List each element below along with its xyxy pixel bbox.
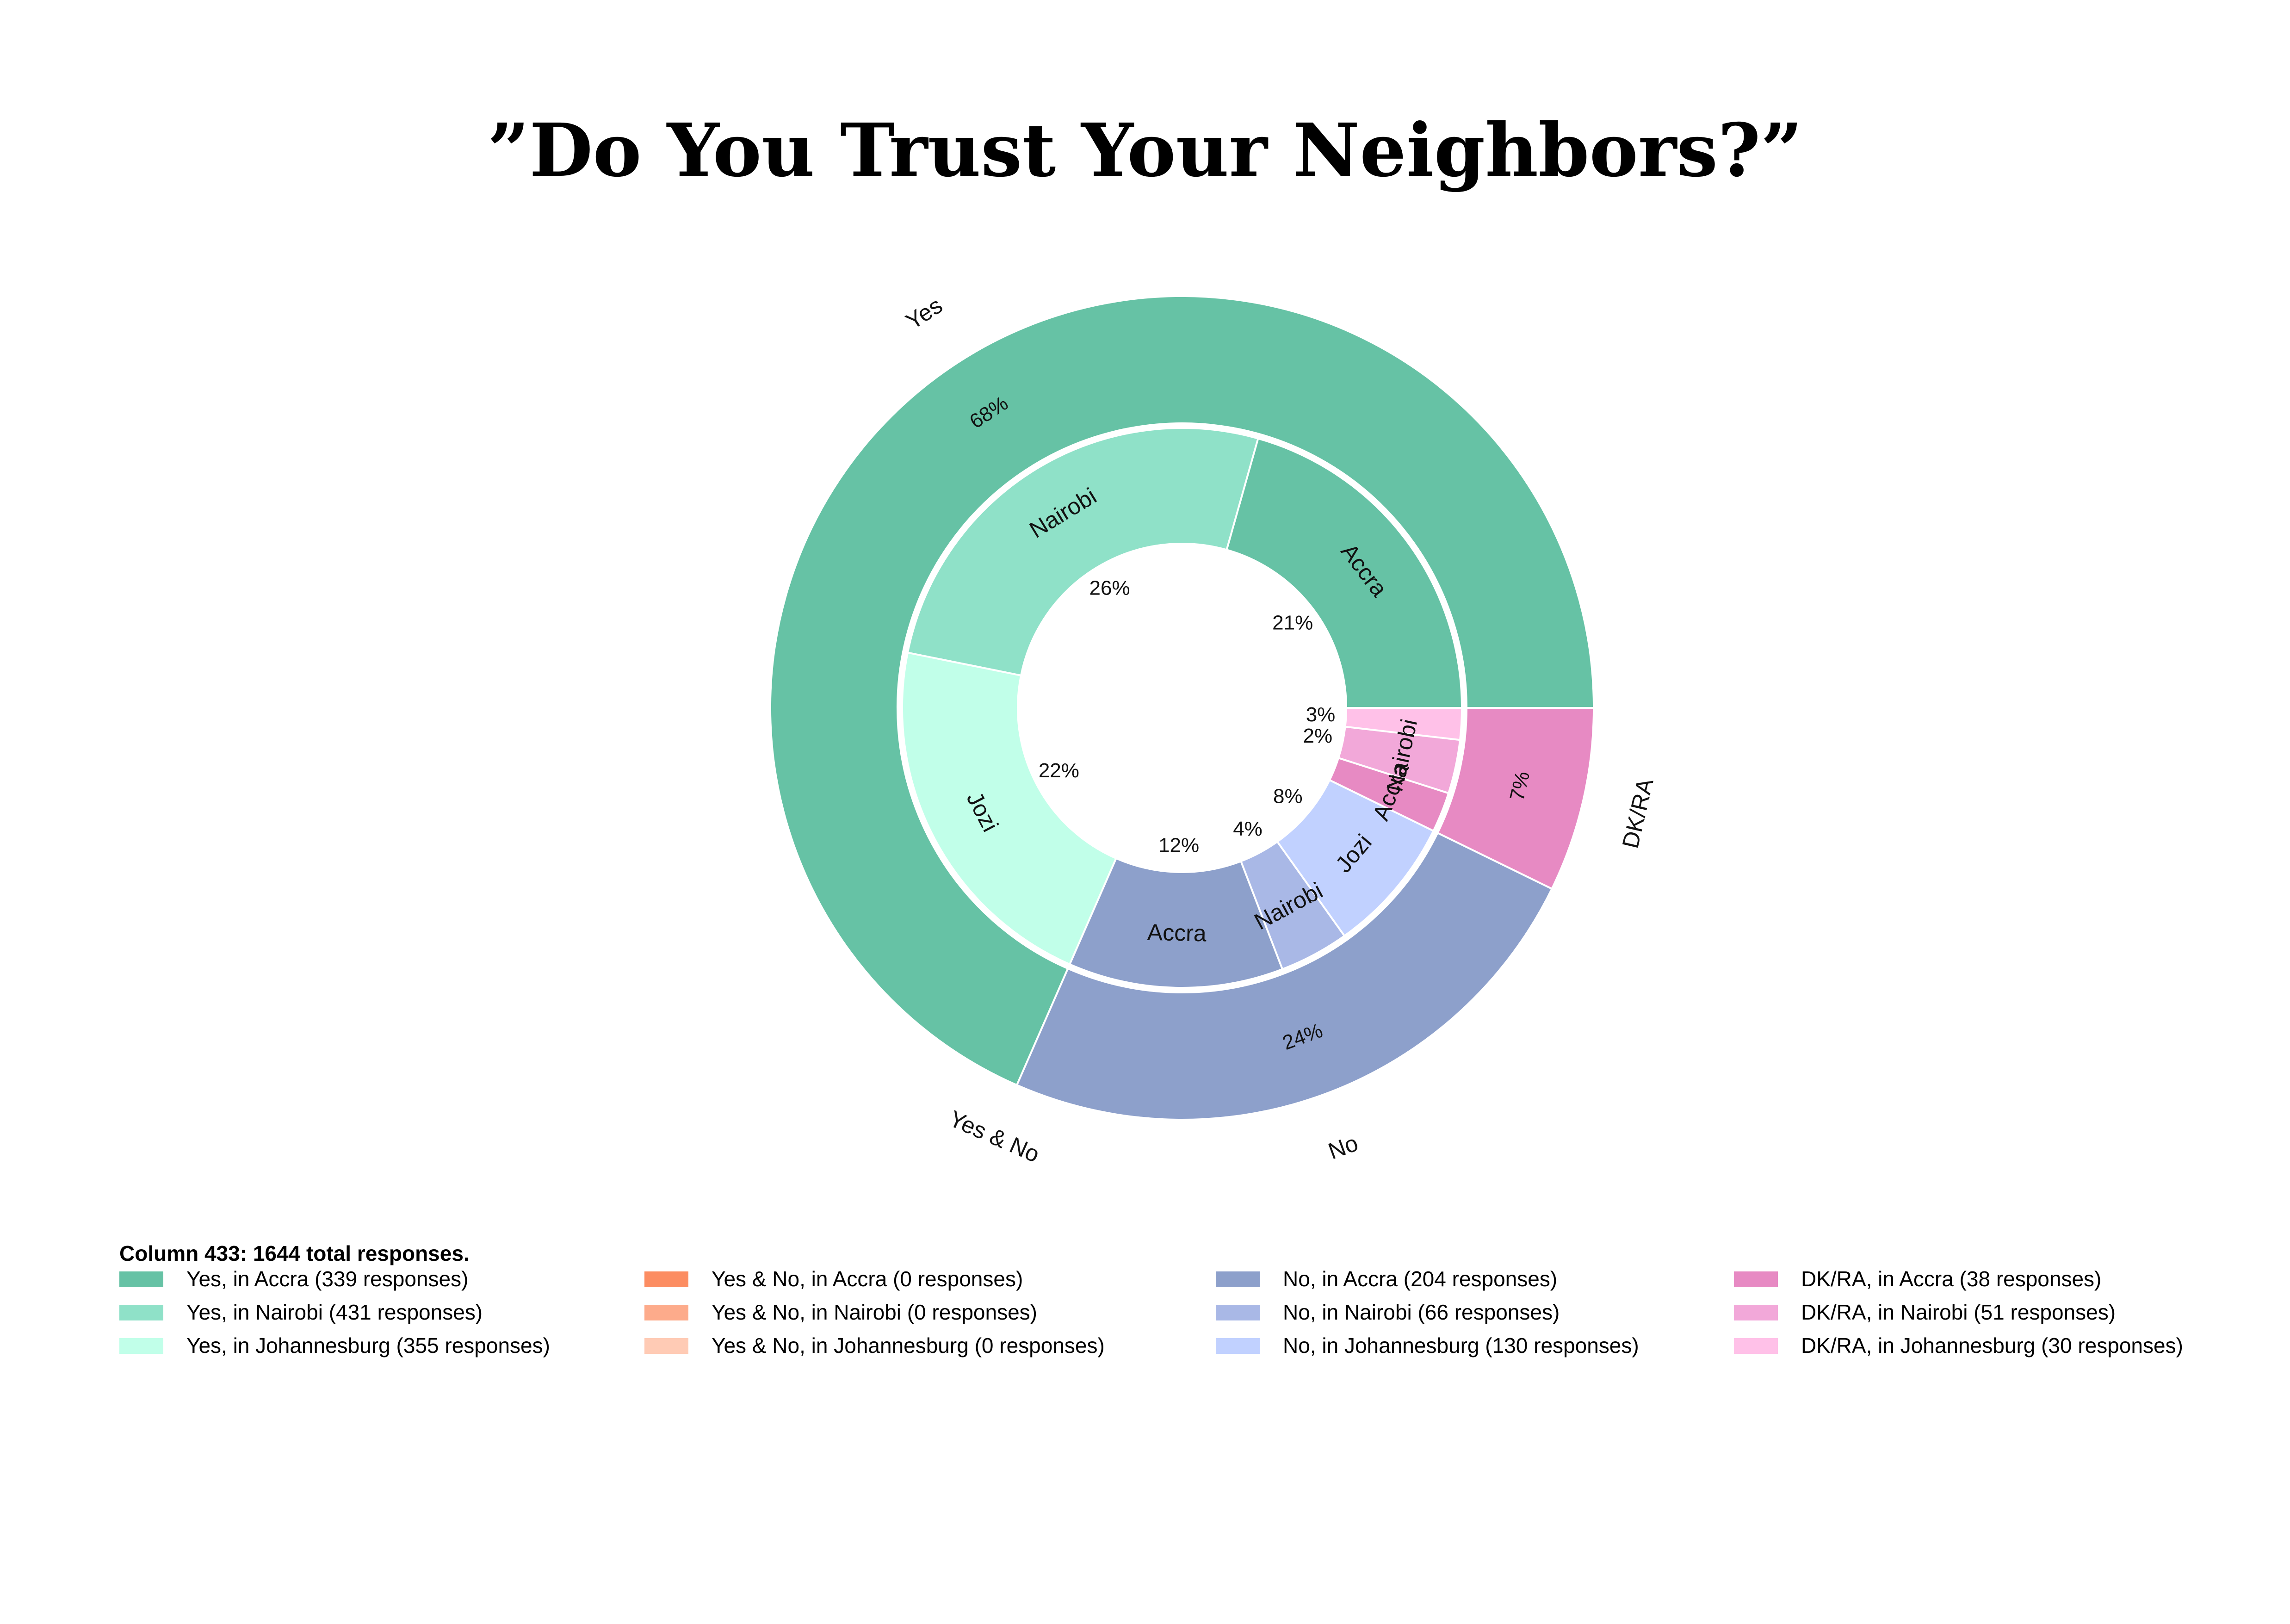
legend-item-2-2: No, in Johannesburg (130 responses): [1283, 1333, 1639, 1357]
legend-swatch-2-2: [1216, 1338, 1260, 1354]
legend-header: Column 433: 1644 total responses.: [119, 1241, 470, 1265]
legend-item-1-0: Yes & No, in Accra (0 responses): [712, 1267, 1023, 1291]
legend-swatch-1-2: [644, 1338, 688, 1354]
legend-swatch-2-1: [1216, 1305, 1260, 1320]
legend-item-3-1: DK/RA, in Nairobi (51 responses): [1801, 1300, 2116, 1324]
inner-wedge-1: [906, 427, 1259, 677]
inner-percent-label-7: 2%: [1303, 725, 1332, 747]
inner-percent-label-2: 22%: [1039, 759, 1079, 782]
inner-percent-label-8: 3%: [1306, 703, 1336, 726]
inner-percent-label-5: 8%: [1273, 785, 1303, 808]
outer-wedge-0: [769, 295, 1595, 1086]
outer-category-label-0: Yes: [901, 292, 947, 335]
legend-item-1-1: Yes & No, in Nairobi (0 responses): [712, 1300, 1037, 1324]
legend-item-2-1: No, in Nairobi (66 responses): [1283, 1300, 1560, 1324]
donut-rings: [769, 295, 1595, 1121]
legend-item-0-2: Yes, in Johannesburg (355 responses): [186, 1333, 550, 1357]
legend-swatch-3-0: [1734, 1271, 1778, 1287]
legend-item-1-2: Yes & No, in Johannesburg (0 responses): [712, 1333, 1105, 1357]
chart-title: ”Do You Trust Your Neighbors?”: [487, 108, 1802, 193]
legend-item-3-0: DK/RA, in Accra (38 responses): [1801, 1267, 2101, 1291]
inner-percent-label-1: 26%: [1089, 577, 1130, 600]
inner-city-label-3: Accra: [1147, 919, 1207, 947]
inner-wedge-2: [901, 651, 1118, 966]
legend-swatch-3-2: [1734, 1338, 1778, 1354]
inner-wedge-3: [1068, 857, 1284, 989]
inner-percent-label-3: 12%: [1158, 834, 1199, 857]
legend-item-2-0: No, in Accra (204 responses): [1283, 1267, 1557, 1291]
legend-swatch-3-1: [1734, 1305, 1778, 1320]
outer-category-label-2: No: [1325, 1130, 1362, 1165]
legend: Column 433: 1644 total responses. Yes, i…: [119, 1241, 2183, 1357]
inner-percent-label-4: 4%: [1233, 818, 1263, 840]
legend-swatch-0-0: [119, 1271, 163, 1287]
inner-wedge-0: [1225, 437, 1463, 709]
outer-wedge-3: [1436, 707, 1595, 890]
legend-swatch-0-2: [119, 1338, 163, 1354]
inner-wedge-8: [1344, 707, 1463, 741]
outer-wedge-2: [1015, 831, 1553, 1121]
outer-category-label-3: DK/RA: [1617, 776, 1659, 851]
legend-item-3-2: DK/RA, in Johannesburg (30 responses): [1801, 1333, 2183, 1357]
legend-item-0-1: Yes, in Nairobi (431 responses): [186, 1300, 483, 1324]
legend-swatch-2-0: [1216, 1271, 1260, 1287]
legend-swatch-1-1: [644, 1305, 688, 1320]
legend-item-0-0: Yes, in Accra (339 responses): [186, 1267, 468, 1291]
inner-percent-label-0: 21%: [1272, 612, 1313, 634]
outer-category-label-1: Yes & No: [945, 1105, 1043, 1167]
legend-swatch-0-1: [119, 1305, 163, 1320]
legend-swatch-1-0: [644, 1271, 688, 1287]
